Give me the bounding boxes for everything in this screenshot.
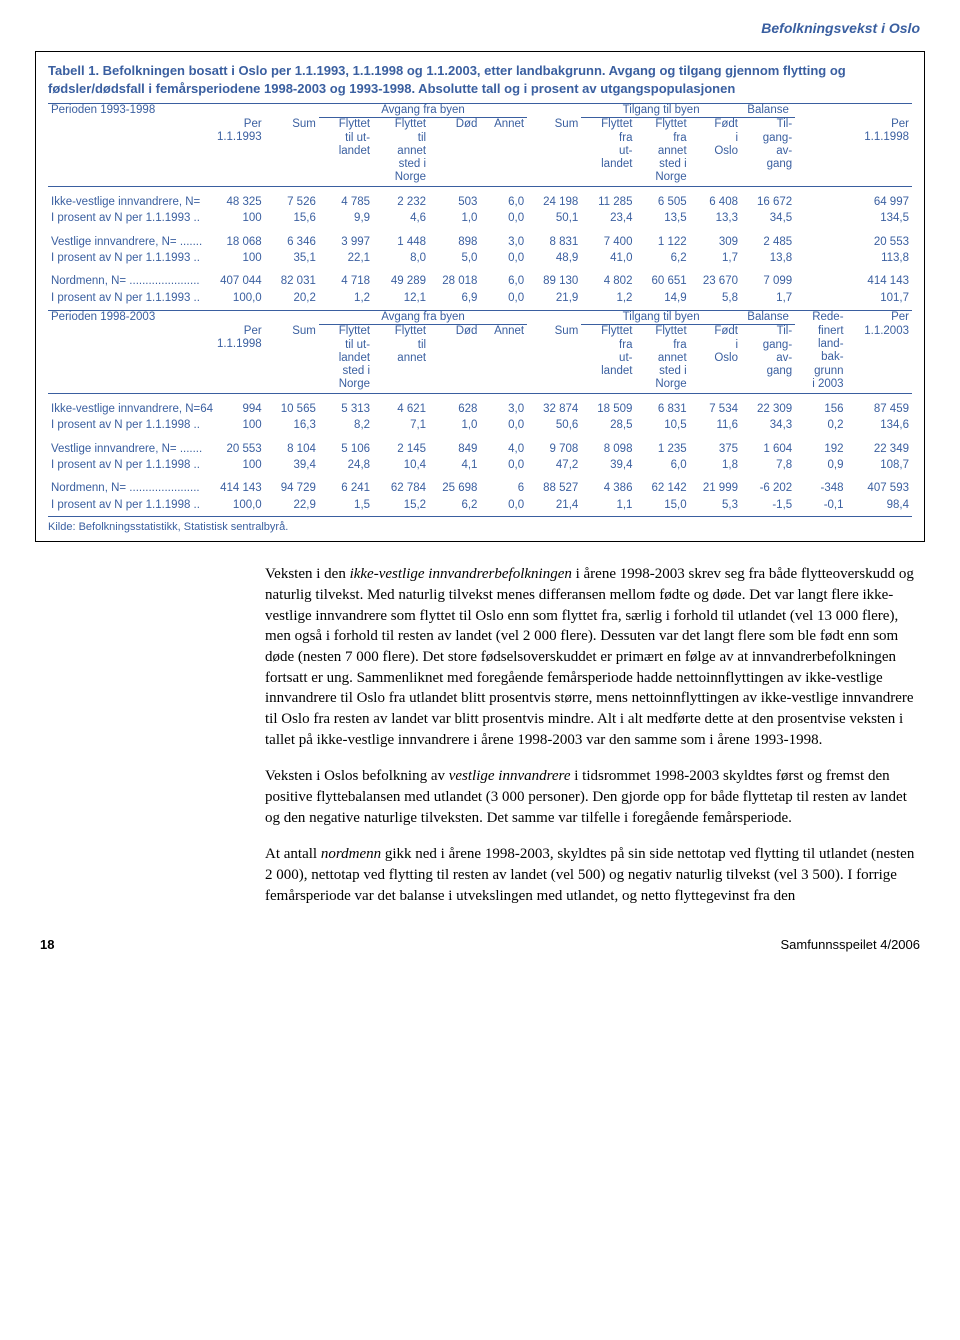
col-flyttet-fra-annet: Flyttetfraannetsted iNorge xyxy=(635,118,689,185)
col-tilgang-avgang: Til-gang-av-gang xyxy=(741,118,795,185)
running-head: Befolkningsvekst i Oslo xyxy=(35,20,925,36)
page-number: 18 xyxy=(40,937,54,952)
table-row: Vestlige innvandrere, N= ....... 18 0686… xyxy=(48,227,912,250)
table-row: Nordmenn, N= ...................... 414 … xyxy=(48,473,912,496)
col-flyttet-fra-ut: Flyttetfraut-landet xyxy=(581,118,635,185)
table-row: I prosent av N per 1.1.1998 .. 100,022,9… xyxy=(48,497,912,513)
table-row: I prosent av N per 1.1.1993 .. 10035,122… xyxy=(48,250,912,266)
col-per-start: Per1.1.1993 xyxy=(207,118,265,185)
avgang-header-2: Avgang fra byen xyxy=(319,311,527,325)
balanse-header: Balanse xyxy=(741,104,795,118)
body-paragraph-2: Veksten i Oslos befolkning av vestlige i… xyxy=(265,766,915,828)
col-sum1-2: Sum xyxy=(265,325,319,392)
col-fodt: FødtiOslo xyxy=(690,118,741,185)
col-sum2: Sum xyxy=(527,118,581,185)
period1-label: Perioden 1993-1998 xyxy=(48,104,207,118)
avgang-header: Avgang fra byen xyxy=(319,104,527,118)
table-1: Tabell 1. Befolkningen bosatt i Oslo per… xyxy=(35,51,925,542)
table-title: Tabell 1. Befolkningen bosatt i Oslo per… xyxy=(48,62,912,97)
table-row: I prosent av N per 1.1.1993 .. 10015,69,… xyxy=(48,210,912,226)
table-row: I prosent av N per 1.1.1998 .. 10016,38,… xyxy=(48,417,912,433)
table-row: Nordmenn, N= ...................... 407 … xyxy=(48,266,912,289)
body-paragraph-3: At antall nordmenn gikk ned i årene 1998… xyxy=(265,844,915,906)
table-row: Ikke-vestlige innvandrere, N=64 99410 56… xyxy=(48,393,912,417)
tilgang-header-2: Tilgang til byen xyxy=(581,311,741,325)
tilgang-header: Tilgang til byen xyxy=(581,104,741,118)
col-flyttet-til-ut: Flyttettil ut-landet xyxy=(319,118,373,185)
col-dod: Død xyxy=(429,118,480,185)
footer-publication: Samfunnsspeilet 4/2006 xyxy=(781,937,920,952)
page-footer: 18 Samfunnsspeilet 4/2006 xyxy=(35,937,925,952)
col-per-end-2: Per xyxy=(847,311,912,325)
period2-label: Perioden 1998-2003 xyxy=(48,311,207,325)
data-table: Perioden 1993-1998 Avgang fra byen Tilga… xyxy=(48,103,912,517)
col-annet: Annet xyxy=(480,118,527,185)
table-row: I prosent av N per 1.1.1993 .. 100,020,2… xyxy=(48,290,912,306)
table-row: Vestlige innvandrere, N= ....... 20 5538… xyxy=(48,434,912,457)
col-flyttet-til-ut-2: Flyttettil ut-landetsted iNorge xyxy=(319,325,373,392)
table-row: Ikke-vestlige innvandrere, N= 48 3257 52… xyxy=(48,186,912,210)
col-sum1: Sum xyxy=(265,118,319,185)
col-per-end: Per1.1.1998 xyxy=(847,118,912,185)
source-line: Kilde: Befolkningsstatistikk, Statistisk… xyxy=(48,521,912,533)
table-row: I prosent av N per 1.1.1998 .. 10039,424… xyxy=(48,457,912,473)
balanse-header-2: Balanse xyxy=(741,311,795,325)
col-flyttet-til-annet: Flyttettilannetsted iNorge xyxy=(373,118,429,185)
col-per-start-2: Per1.1.1998 xyxy=(207,325,265,392)
body-paragraph-1: Veksten i den ikke-vestlige innvandrerbe… xyxy=(265,564,915,750)
redef-header: Rede- xyxy=(795,311,846,325)
